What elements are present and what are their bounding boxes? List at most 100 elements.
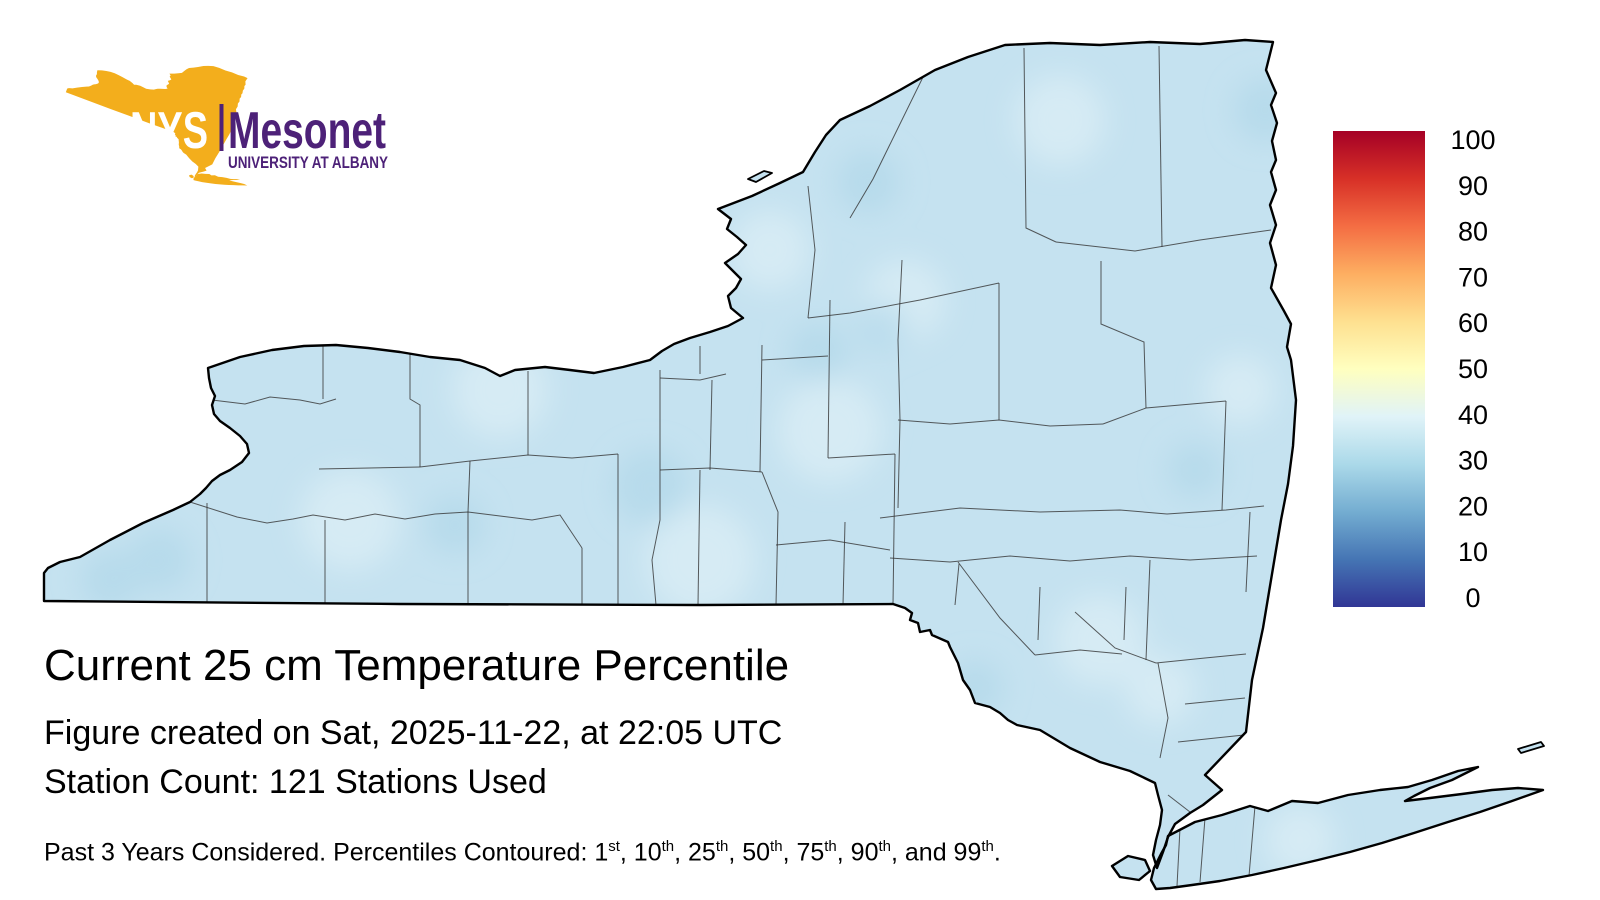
county-line — [1034, 649, 1123, 656]
county-line — [892, 453, 896, 606]
colorbar-tick: 70 — [1458, 262, 1488, 292]
colorbar-tick: 10 — [1458, 537, 1488, 567]
footnote-sup: th — [770, 838, 783, 855]
county-line — [1167, 794, 1191, 813]
contour-blob — [128, 528, 192, 592]
colorbar-tick: 0 — [1465, 583, 1480, 613]
footnote-text: . — [993, 838, 1001, 867]
footnote-text: , 75 — [782, 838, 825, 867]
county-line — [1166, 505, 1265, 515]
county-line — [775, 539, 891, 551]
county-line — [1157, 662, 1169, 759]
county-line — [318, 466, 421, 470]
created-timestamp-line: Figure created on Sat, 2025-11-22, at 22… — [44, 714, 783, 752]
footnote-text: , 10 — [619, 838, 662, 867]
footnote-sup: th — [878, 838, 891, 855]
footnote-sup: th — [824, 838, 837, 855]
county-line — [1145, 559, 1151, 661]
colorbar-tick: 90 — [1458, 171, 1488, 201]
contour-blob — [1055, 595, 1145, 685]
county-line — [1248, 805, 1256, 877]
contour-blob — [300, 470, 400, 570]
county-line — [651, 370, 661, 606]
county-line — [1074, 611, 1157, 664]
page-title: Current 25 cm Temperature Percentile — [44, 641, 790, 690]
footnote-sup: th — [715, 838, 729, 855]
footnote-text: Past 3 Years Considered. Percentiles Con… — [44, 838, 609, 867]
county-line — [1055, 229, 1272, 252]
county-line — [761, 355, 829, 361]
colorbar-tick: 60 — [1458, 308, 1488, 338]
county-boundaries — [189, 45, 1272, 887]
contour-blob — [1205, 355, 1275, 425]
county-line — [659, 467, 763, 473]
county-line — [759, 344, 763, 473]
contour-blob — [1233, 78, 1297, 142]
footnote-text: , 90 — [836, 838, 879, 867]
county-line — [697, 469, 701, 606]
county-line — [842, 521, 846, 606]
county-line — [1158, 45, 1163, 248]
contour-blob — [836, 150, 900, 214]
contour-blob — [425, 495, 485, 555]
county-line — [889, 555, 1258, 563]
contour-blob — [1125, 655, 1195, 725]
contour-blob — [858, 300, 910, 352]
county-line — [211, 396, 337, 405]
county-line — [807, 185, 816, 319]
county-line — [1023, 47, 1057, 243]
footnote-sup: st — [608, 838, 620, 855]
colorbar-tick: 30 — [1458, 446, 1488, 476]
colorbar-tick: 40 — [1458, 400, 1488, 430]
county-line — [954, 563, 960, 606]
county-line — [897, 259, 903, 509]
logo-mesonet-text: Mesonet — [228, 102, 386, 160]
contour-blob — [730, 210, 810, 290]
footnote-sup: th — [981, 838, 994, 855]
contour-blob — [452, 342, 548, 438]
contour-blob — [778, 378, 882, 482]
county-line — [189, 501, 583, 549]
county-line — [827, 299, 831, 459]
county-line — [1155, 653, 1247, 664]
nys-mesonet-logo: NYS Mesonet UNIVERSITY AT ALBANY — [53, 21, 389, 199]
contour-blob — [645, 505, 755, 615]
county-line — [1245, 511, 1251, 593]
percentiles-footnote: Past 3 Years Considered. Percentiles Con… — [44, 838, 1001, 867]
county-line — [659, 373, 727, 381]
county-line — [1102, 400, 1227, 425]
county-line — [827, 453, 896, 459]
county-line — [957, 561, 1036, 656]
county-line — [1100, 261, 1147, 409]
colorbar-tick: 20 — [1458, 491, 1488, 521]
logo-university-text: UNIVERSITY AT ALBANY — [228, 153, 389, 172]
county-line — [1123, 586, 1127, 641]
county-line — [467, 460, 471, 513]
footnote-sup: th — [661, 838, 675, 855]
county-line — [1177, 734, 1245, 743]
colorbar: 100 90 80 70 60 50 40 30 20 10 0 — [1333, 125, 1496, 613]
contour-blob — [788, 322, 848, 382]
footnote-text: , and 99 — [891, 838, 982, 867]
county-line — [409, 351, 421, 467]
county-line — [849, 72, 926, 219]
contour-blob — [612, 449, 688, 525]
county-line — [807, 282, 1000, 319]
footnote-text: , 50 — [728, 838, 771, 867]
county-line — [879, 507, 1168, 519]
contour-blob — [1167, 442, 1223, 498]
colorbar-tick: 100 — [1450, 125, 1495, 155]
contour-blob — [80, 550, 140, 610]
county-line — [897, 419, 1104, 427]
contour-blob — [1015, 75, 1105, 165]
county-line — [709, 379, 713, 471]
logo-nys-text: NYS — [130, 102, 208, 160]
county-line — [1199, 817, 1206, 883]
contour-blob — [947, 660, 1003, 716]
county-line — [1221, 400, 1227, 511]
county-line — [761, 471, 779, 606]
colorbar-tick-labels: 100 90 80 70 60 50 40 30 20 10 0 — [1450, 125, 1495, 613]
footnote-text: , 25 — [674, 838, 716, 867]
